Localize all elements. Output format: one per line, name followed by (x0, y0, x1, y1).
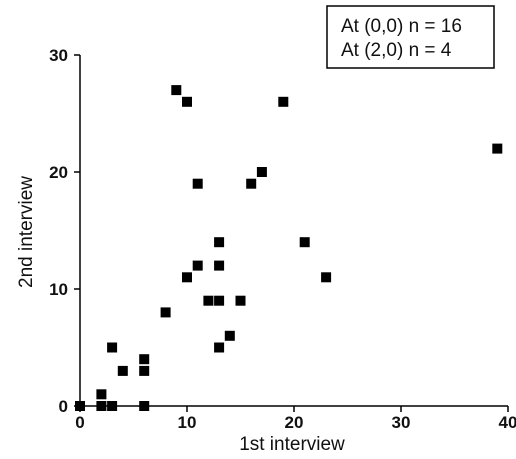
y-tick-label: 0 (59, 397, 68, 416)
data-point (107, 401, 118, 411)
data-point (182, 96, 192, 107)
x-axis-title: 1st interview (239, 434, 345, 455)
data-point (246, 178, 257, 189)
x-tick-label: 30 (392, 413, 411, 432)
data-point (235, 295, 246, 306)
x-tick-label: 0 (75, 413, 84, 432)
data-point (139, 401, 150, 411)
data-point (171, 85, 182, 96)
annotation-line-2: At (2,0) n = 4 (341, 40, 452, 61)
data-point (96, 401, 107, 411)
data-points (75, 85, 503, 411)
y-ticks: 0 10 20 30 (49, 46, 80, 416)
data-point (117, 365, 128, 376)
data-point (214, 237, 225, 248)
y-tick-label: 30 (49, 46, 68, 65)
data-point (107, 342, 118, 353)
data-point (182, 272, 192, 283)
x-tick-label: 10 (178, 413, 197, 432)
data-point (214, 295, 225, 306)
data-point (492, 143, 503, 154)
data-point (256, 167, 267, 177)
data-point (224, 330, 235, 341)
y-tick-label: 20 (49, 163, 68, 182)
annotation-line-1: At (0,0) n = 16 (341, 16, 462, 37)
data-point (96, 389, 107, 400)
data-point (160, 307, 171, 318)
data-point (321, 272, 332, 283)
annotation-box: At (0,0) n = 16 At (2,0) n = 4 (326, 5, 495, 69)
x-tick-label: 40 (499, 413, 516, 432)
data-point (214, 260, 225, 271)
data-point (139, 354, 150, 365)
axes (79, 55, 508, 407)
y-tick-label: 10 (49, 280, 68, 299)
y-axis-title: 2nd interview (16, 176, 37, 288)
data-point (75, 401, 85, 411)
data-point (299, 237, 310, 248)
data-point (214, 342, 225, 353)
data-point (192, 178, 203, 189)
data-point (278, 96, 289, 107)
x-ticks: 0 10 20 30 40 (75, 406, 516, 432)
annotation-frame (326, 5, 495, 69)
data-point (203, 295, 214, 306)
data-point (139, 365, 150, 376)
x-tick-label: 20 (285, 413, 304, 432)
data-point (192, 260, 203, 271)
